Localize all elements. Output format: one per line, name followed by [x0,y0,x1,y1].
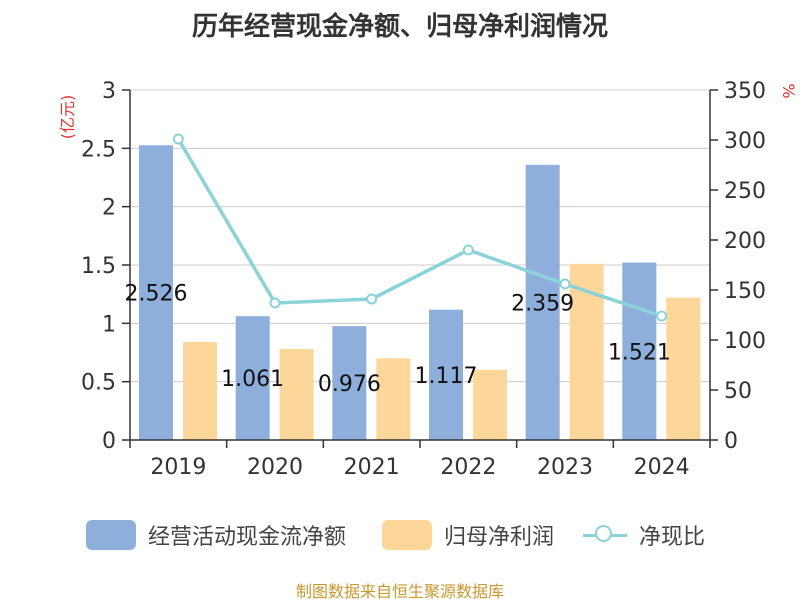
bar-net-profit [666,297,701,440]
right-axis-tick-label: 250 [724,179,766,204]
axes: 0 0.5 1 1.5 2 2.5 3 0 50 100 150 200 250 300 350 2019 20… [81,79,766,480]
legend-label-cash-ratio: 净现比 [639,525,706,550]
bar-cashflow [235,316,270,440]
left-axis-tick-label: 2 [102,196,116,221]
x-axis-category-label: 2024 [634,455,690,480]
bar-cashflow [429,309,463,440]
x-axis-category-label: 2023 [537,455,593,480]
grid-lines [130,89,710,383]
left-axis-tick-label: 1.5 [81,254,116,279]
bar-net-profit [183,342,217,440]
legend-label-net-profit: 归母净利润 [444,525,555,550]
right-axis-tick-label: 0 [724,429,738,454]
right-axis-tick-label: 150 [724,279,766,304]
point-cash-ratio [269,297,281,309]
left-axis-tick-label: 0 [102,429,116,454]
bar-cashflow [525,164,560,441]
right-axis-unit: % [779,83,798,98]
left-axis-tick-label: 1 [102,312,116,337]
data-label-cashflow: 2.526 [125,282,188,307]
right-axis-tick-label: 300 [724,129,766,154]
data-label-cashflow: 1.521 [608,340,671,365]
bar-cashflow [622,262,657,440]
x-axis-category-label: 2021 [344,455,400,480]
legend-swatch-cash-ratio [583,520,627,550]
x-axis-category-label: 2022 [440,455,496,480]
left-axis-tick-label: 2.5 [81,137,116,162]
bar-net-profit [279,349,314,440]
data-label-cashflow: 2.359 [511,291,574,316]
legend-item-net-profit[interactable]: 归母净利润 [382,517,554,553]
right-axis-tick-label: 200 [724,229,766,254]
right-axis-tick-label: 50 [724,379,752,404]
legend-swatch-cashflow [86,520,136,550]
right-axis-tick-label: 350 [724,79,766,104]
x-axis-category-label: 2020 [247,455,303,480]
legend-item-cash-ratio[interactable]: 净现比 [583,517,705,553]
source-note: 制图数据来自恒生聚源数据库 [295,582,504,601]
point-cash-ratio [366,293,378,305]
bar-series [139,145,701,441]
bar-cashflow [139,145,173,441]
left-axis-tick-label: 0.5 [81,371,116,396]
point-cash-ratio [172,133,184,145]
left-axis-unit: (亿元) [58,95,77,140]
x-axis-category-label: 2019 [150,455,206,480]
legend-label-cashflow: 经营活动现金流净额 [148,525,347,550]
bar-net-profit [473,370,507,440]
data-label-cashflow: 1.117 [415,364,478,389]
point-cash-ratio [559,278,571,290]
left-axis-tick-label: 3 [102,79,116,104]
bar-cashflow [332,326,367,440]
data-label-cashflow: 1.061 [221,367,284,392]
data-label-cashflow: 0.976 [318,372,381,397]
point-cash-ratio [656,310,668,322]
legend-swatch-net-profit [382,520,432,550]
right-axis-tick-label: 100 [724,329,766,354]
chart-title: 历年经营现金净额、归母净利润情况 [191,12,608,42]
line-series [172,133,668,322]
legend-item-cashflow[interactable]: 经营活动现金流净额 [86,517,346,553]
bar-net-profit [376,358,411,440]
line-cash-ratio [176,138,663,318]
legend: 经营活动现金流净额 归母净利润 净现比 [0,517,800,553]
point-cash-ratio [462,244,474,256]
data-labels: 2.526 1.061 0.976 1.117 2.359 1.521 [125,282,671,397]
